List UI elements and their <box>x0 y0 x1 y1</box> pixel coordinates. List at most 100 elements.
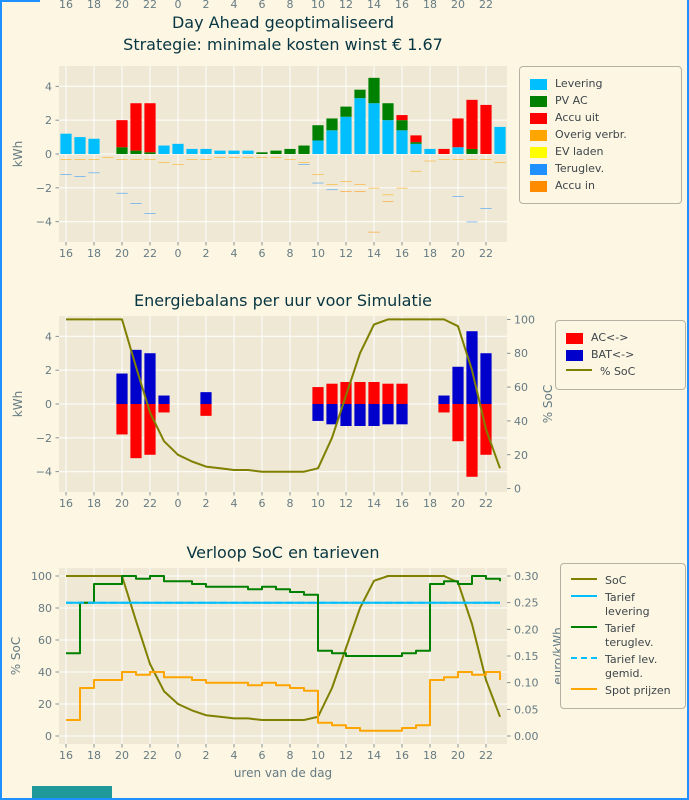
svg-text:0: 0 <box>45 148 52 161</box>
legend-item: Tarief lev. gemid. <box>571 653 675 681</box>
legend-label: Overig verbr. <box>555 128 627 141</box>
legend-line-sample <box>571 578 597 580</box>
svg-text:8: 8 <box>287 497 294 510</box>
chart3-xlabel: uren van de dag <box>233 766 333 780</box>
legend-item: Teruglev. <box>530 162 671 176</box>
legend-label: SoC <box>605 574 627 587</box>
legend-color-patch <box>530 147 547 158</box>
svg-text:10: 10 <box>311 749 325 762</box>
chart2-ylabel-right: % SoC <box>541 384 555 424</box>
svg-text:40: 40 <box>38 666 52 679</box>
svg-text:14: 14 <box>367 497 381 510</box>
svg-text:4: 4 <box>231 497 238 510</box>
legend-label: Tarief lev. gemid. <box>605 653 658 680</box>
legend-label: Levering <box>555 77 603 90</box>
svg-text:100: 100 <box>514 313 535 326</box>
svg-text:22: 22 <box>479 0 493 11</box>
svg-text:14: 14 <box>367 247 381 260</box>
svg-text:20: 20 <box>451 749 465 762</box>
chart1-title: Day Ahead geoptimaliseerd <box>171 13 395 32</box>
svg-text:20: 20 <box>115 0 129 11</box>
svg-text:22: 22 <box>143 0 157 11</box>
legend-color-patch <box>530 96 547 107</box>
svg-text:−4: −4 <box>36 466 52 479</box>
legend-item: AC<-> <box>566 331 675 345</box>
svg-text:12: 12 <box>339 0 353 11</box>
legend-item: % SoC <box>566 365 675 379</box>
svg-text:4: 4 <box>231 247 238 260</box>
svg-text:16: 16 <box>395 247 409 260</box>
chart2-title: Energiebalans per uur voor Simulatie <box>133 291 433 310</box>
svg-text:2: 2 <box>203 247 210 260</box>
legend-line-sample <box>566 369 592 371</box>
svg-text:12: 12 <box>339 247 353 260</box>
svg-text:0.15: 0.15 <box>514 650 539 663</box>
svg-text:2: 2 <box>45 114 52 127</box>
svg-text:−4: −4 <box>36 216 52 229</box>
svg-text:60: 60 <box>514 381 528 394</box>
legend-line-sample <box>571 657 597 659</box>
svg-text:20: 20 <box>451 0 465 11</box>
legend-line-sample <box>571 595 597 597</box>
svg-text:22: 22 <box>143 247 157 260</box>
svg-text:16: 16 <box>59 497 73 510</box>
svg-text:12: 12 <box>339 749 353 762</box>
svg-text:0: 0 <box>514 483 521 496</box>
svg-text:10: 10 <box>311 497 325 510</box>
svg-text:8: 8 <box>287 247 294 260</box>
svg-text:14: 14 <box>367 0 381 11</box>
svg-text:16: 16 <box>395 497 409 510</box>
svg-text:16: 16 <box>59 247 73 260</box>
legend-label: PV AC <box>555 94 588 107</box>
svg-text:20: 20 <box>451 247 465 260</box>
svg-text:−2: −2 <box>36 182 52 195</box>
legend-item: Spot prijzen <box>571 684 675 698</box>
svg-text:2: 2 <box>203 749 210 762</box>
svg-text:18: 18 <box>423 0 437 11</box>
svg-text:6: 6 <box>259 247 266 260</box>
svg-text:16: 16 <box>59 749 73 762</box>
svg-text:16: 16 <box>59 0 73 11</box>
legend-line-sample <box>571 688 597 690</box>
legend-item: Accu uit <box>530 111 671 125</box>
legend-label: Tarief levering <box>605 591 650 618</box>
svg-text:16: 16 <box>395 0 409 11</box>
svg-text:12: 12 <box>339 497 353 510</box>
legend-color-patch <box>530 79 547 90</box>
svg-text:18: 18 <box>87 0 101 11</box>
svg-text:40: 40 <box>514 415 528 428</box>
chart3-legend: SoC Tarief levering Tarief teruglev. Tarief l… <box>560 563 686 709</box>
legend-label: Tarief teruglev. <box>605 622 654 649</box>
svg-text:2: 2 <box>203 497 210 510</box>
svg-text:0.00: 0.00 <box>514 730 539 743</box>
cropped-bottom-button[interactable] <box>32 786 112 798</box>
legend-item: SoC <box>571 574 675 588</box>
svg-text:0: 0 <box>175 247 182 260</box>
svg-text:2: 2 <box>45 364 52 377</box>
legend-item: Levering <box>530 77 671 91</box>
svg-text:22: 22 <box>479 749 493 762</box>
legend-item: Overig verbr. <box>530 128 671 142</box>
svg-text:20: 20 <box>115 497 129 510</box>
legend-label: EV laden <box>555 145 604 158</box>
svg-text:18: 18 <box>87 749 101 762</box>
svg-text:0.30: 0.30 <box>514 570 539 583</box>
chart1-legend: Levering PV AC Accu uit Overig verbr. EV lad… <box>519 66 682 204</box>
legend-label: % SoC <box>600 365 636 378</box>
svg-text:0: 0 <box>45 398 52 411</box>
svg-text:18: 18 <box>87 497 101 510</box>
svg-text:22: 22 <box>479 247 493 260</box>
svg-text:18: 18 <box>423 497 437 510</box>
svg-text:0: 0 <box>45 730 52 743</box>
svg-text:100: 100 <box>31 570 52 583</box>
legend-item: PV AC <box>530 94 671 108</box>
svg-text:80: 80 <box>514 347 528 360</box>
svg-text:14: 14 <box>367 749 381 762</box>
svg-text:22: 22 <box>143 497 157 510</box>
chart1-subtitle: Strategie: minimale kosten winst € 1.67 <box>123 35 443 54</box>
svg-text:0.25: 0.25 <box>514 597 539 610</box>
svg-text:8: 8 <box>287 0 294 11</box>
svg-text:0.10: 0.10 <box>514 677 539 690</box>
